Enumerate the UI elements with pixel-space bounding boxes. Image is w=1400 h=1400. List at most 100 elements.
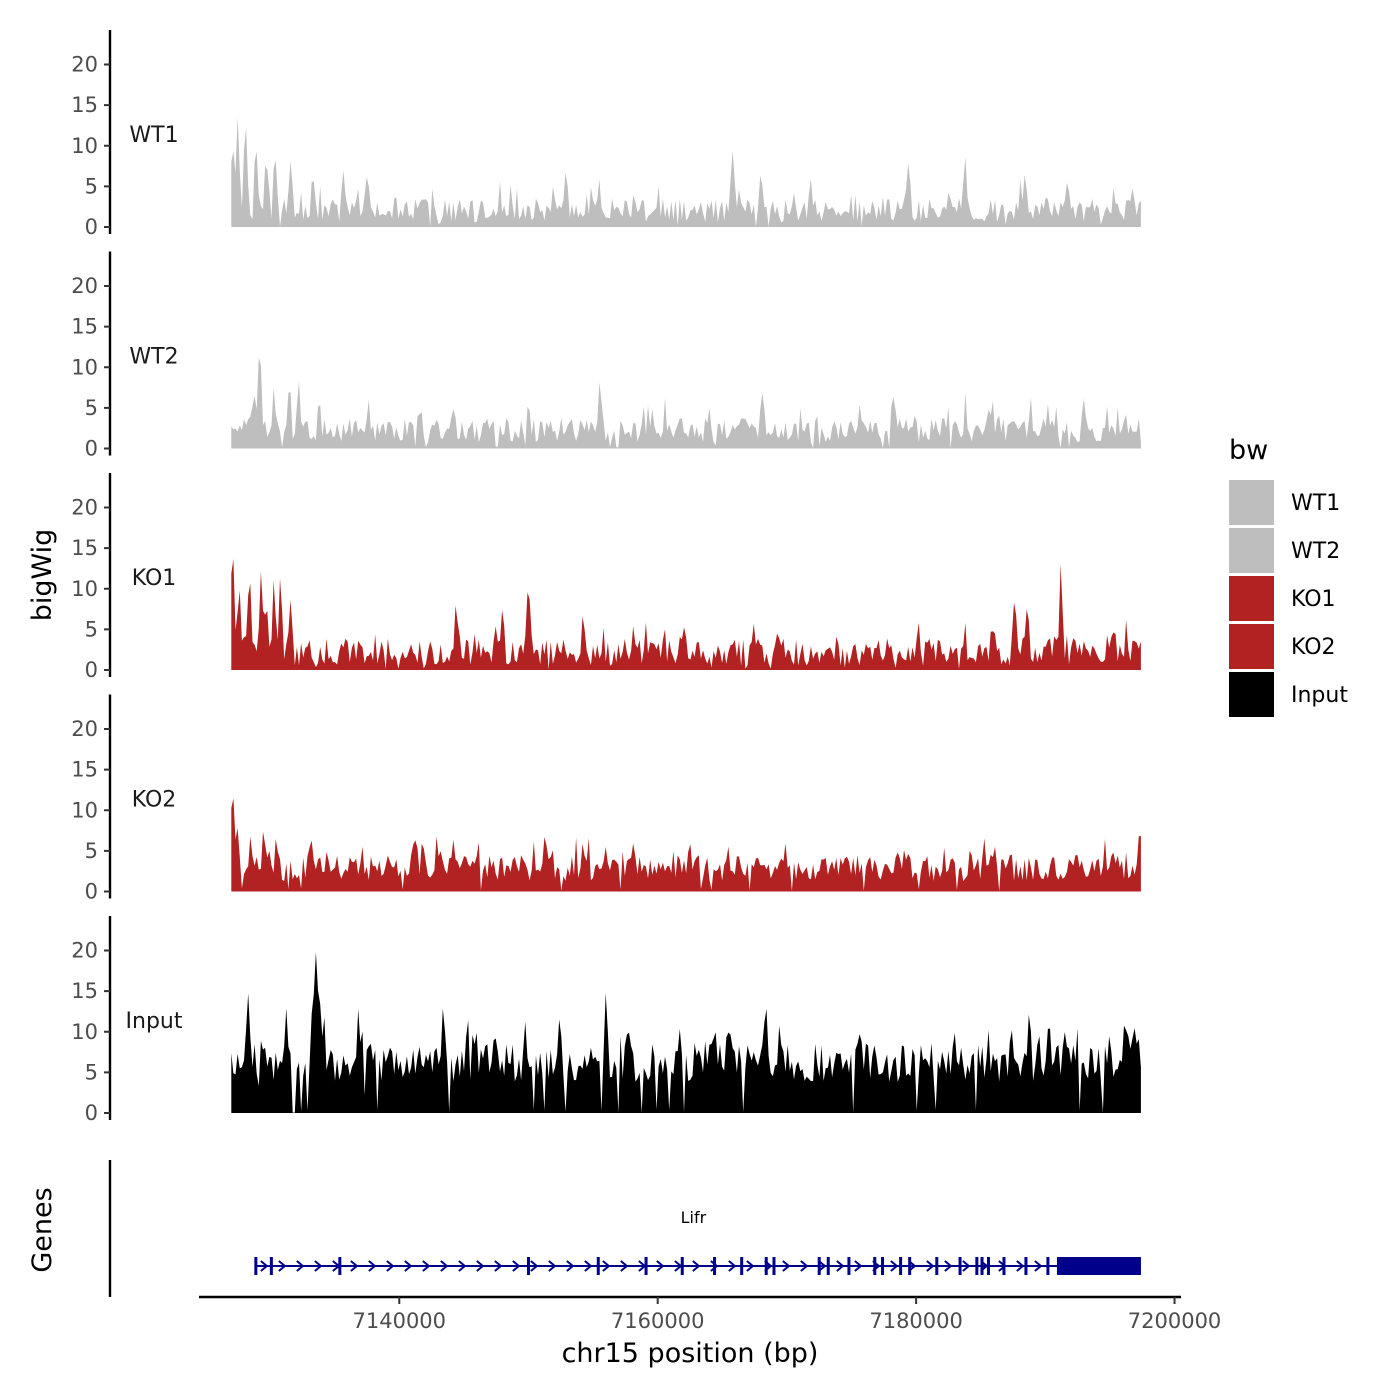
exon (740, 1257, 744, 1275)
strand-arrow (1016, 1260, 1025, 1272)
y-tick-label: 0 (85, 658, 98, 682)
exon (1024, 1257, 1028, 1275)
y-axis-title-genes: Genes (27, 1187, 58, 1272)
y-axis-title-bigwig: bigWig (27, 529, 58, 622)
exon (764, 1257, 768, 1275)
y-tick-label: 0 (85, 437, 98, 461)
x-tick-label: 7180000 (869, 1309, 963, 1333)
exon (338, 1257, 342, 1275)
strand-arrow (962, 1260, 971, 1272)
exon-utr (1056, 1257, 1141, 1275)
strand-arrow (296, 1260, 305, 1272)
track-wt2: 0 5 10 15 20 WT2 (71, 251, 1141, 461)
legend-item-wt1: WT1 (1229, 480, 1340, 525)
track-ko2: 0 5 10 15 20 KO2 (71, 694, 1141, 904)
strand-arrow (800, 1260, 809, 1272)
strand-arrow (746, 1260, 755, 1272)
y-tick-label: 5 (85, 1060, 98, 1084)
strand-arrow (854, 1260, 863, 1272)
strand-arrow (1034, 1260, 1043, 1272)
exon (644, 1257, 648, 1275)
track-wt1: 0 5 10 15 20 WT1 (71, 30, 1141, 239)
strand-arrow (710, 1260, 719, 1272)
strand-arrow (620, 1260, 629, 1272)
exon (1046, 1257, 1050, 1275)
y-tick-label: 20 (71, 717, 98, 741)
strand-arrow (278, 1260, 287, 1272)
strand-arrow (440, 1260, 449, 1272)
gene-label: Lifr (681, 1208, 707, 1227)
y-tick-label: 10 (71, 355, 98, 379)
track-label-ko1: KO1 (132, 566, 177, 591)
legend-swatch (1229, 672, 1274, 717)
signal-area-wt2 (231, 357, 1141, 449)
strand-arrow (890, 1260, 899, 1272)
track-label-wt2: WT2 (129, 345, 178, 370)
strand-arrow (584, 1260, 593, 1272)
signal-area-ko1 (231, 559, 1141, 670)
strand-arrow (944, 1260, 953, 1272)
track-input: 0 5 10 15 20 Input (71, 916, 1141, 1125)
strand-arrow (260, 1260, 269, 1272)
gene-track: Lifr (108, 1160, 1141, 1297)
strand-arrow (548, 1260, 557, 1272)
exon (908, 1257, 912, 1275)
track-label-wt1: WT1 (129, 123, 178, 148)
legend-item-wt2: WT2 (1229, 528, 1340, 573)
y-tick-label: 10 (71, 1020, 98, 1044)
strand-arrow (368, 1260, 377, 1272)
exon (958, 1257, 962, 1275)
exon (526, 1257, 530, 1275)
strand-arrow (782, 1260, 791, 1272)
y-tick-label: 10 (71, 798, 98, 822)
exon (980, 1257, 984, 1275)
y-tick-label: 0 (85, 215, 98, 239)
exon (772, 1257, 776, 1275)
legend-item-ko1: KO1 (1229, 576, 1336, 621)
exon (713, 1257, 717, 1275)
exon (847, 1257, 851, 1275)
exon (826, 1257, 830, 1275)
strand-arrow (926, 1260, 935, 1272)
y-tick-label: 20 (71, 496, 98, 520)
exon (269, 1257, 273, 1275)
track-ko1: 0 5 10 15 20 KO1 (71, 473, 1141, 682)
strand-arrow (512, 1260, 521, 1272)
bigwig-tracks: 0 5 10 15 20 WT1 0 5 10 15 20 WT2 0 5 10 15 20 KO1 0 5 10 15 2… (71, 30, 1141, 1125)
y-tick-label: 15 (71, 758, 98, 782)
y-tick-label: 15 (71, 315, 98, 339)
strand-arrow (728, 1260, 737, 1272)
gene-lifr: Lifr (254, 1208, 1141, 1275)
exon (817, 1257, 821, 1275)
legend-item-input: Input (1229, 672, 1348, 717)
strand-arrow (386, 1260, 395, 1272)
legend-label: KO1 (1291, 587, 1336, 612)
signal-area-ko2 (231, 798, 1141, 892)
y-tick-label: 5 (85, 617, 98, 641)
y-tick-label: 5 (85, 174, 98, 198)
strand-arrow (350, 1260, 359, 1272)
y-tick-label: 5 (85, 396, 98, 420)
y-tick-label: 20 (71, 939, 98, 963)
legend-label: KO2 (1291, 635, 1336, 660)
legend-title: bw (1229, 435, 1268, 466)
y-tick-label: 15 (71, 536, 98, 560)
x-tick-label: 7160000 (611, 1309, 705, 1333)
exon (881, 1257, 885, 1275)
y-tick-label: 0 (85, 1101, 98, 1125)
y-tick-label: 20 (71, 53, 98, 77)
strand-arrow (692, 1260, 701, 1272)
legend-label: WT2 (1291, 539, 1340, 564)
legend: bw WT1 WT2 KO1 KO2 Input (1229, 435, 1348, 717)
x-axis-title: chr15 position (bp) (562, 1338, 819, 1369)
legend-label: Input (1291, 683, 1348, 708)
track-label-input: Input (126, 1009, 183, 1034)
y-tick-label: 0 (85, 880, 98, 904)
exon (254, 1257, 258, 1275)
legend-swatch (1229, 528, 1274, 573)
strand-arrow (422, 1260, 431, 1272)
y-tick-label: 10 (71, 134, 98, 158)
strand-arrow (566, 1260, 575, 1272)
strand-arrow (530, 1260, 539, 1272)
